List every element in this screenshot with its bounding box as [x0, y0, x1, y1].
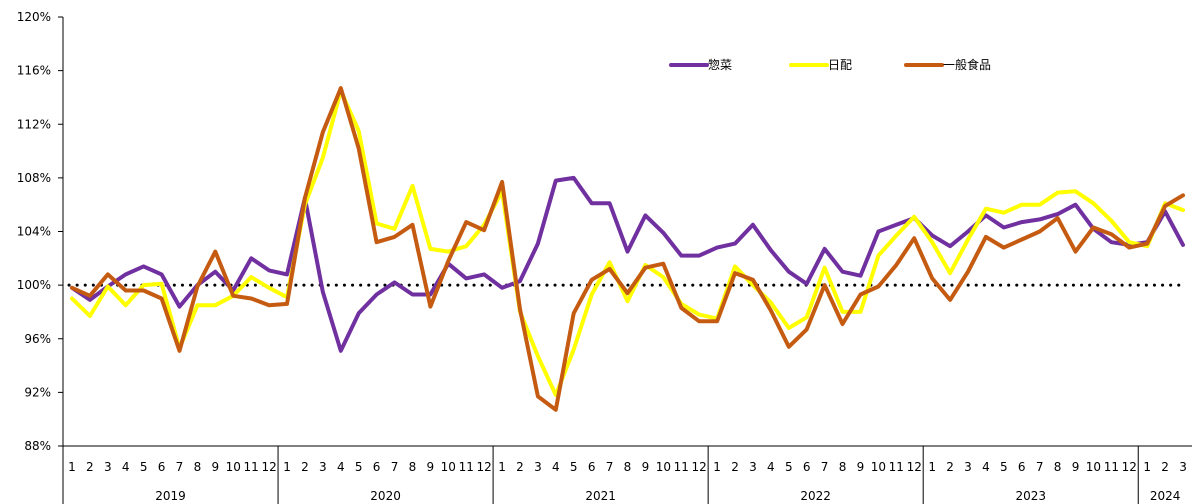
y-tick-label: 112% — [17, 117, 51, 131]
month-tick-label: 2 — [1161, 460, 1169, 474]
month-tick-label: 2 — [301, 460, 309, 474]
month-tick-label: 1 — [283, 460, 291, 474]
month-tick-label: 11 — [674, 460, 689, 474]
month-tick-label: 3 — [749, 460, 757, 474]
month-tick-label: 8 — [194, 460, 202, 474]
month-tick-label: 12 — [1122, 460, 1137, 474]
month-tick-label: 12 — [476, 460, 491, 474]
y-tick-label: 116% — [17, 64, 51, 78]
month-tick-label: 2 — [946, 460, 954, 474]
y-tick-label: 92% — [24, 385, 51, 399]
month-tick-label: 8 — [624, 460, 632, 474]
month-tick-label: 9 — [1072, 460, 1080, 474]
month-tick-label: 3 — [319, 460, 327, 474]
month-tick-label: 6 — [588, 460, 596, 474]
x-axis: 1 2 3 4 5 6 7 8 9 10 11 12 1 2 3 4 5 6 7 8 9 10 11 12 1 2 3 4 5 6 7 8 9 1… — [62, 445, 1192, 504]
month-tick-label: 8 — [839, 460, 847, 474]
series-line-3 — [70, 86, 1185, 412]
month-tick-label: 5 — [785, 460, 793, 474]
month-tick-label: 6 — [803, 460, 811, 474]
month-tick-label: 10 — [226, 460, 241, 474]
month-tick-label: 11 — [244, 460, 259, 474]
month-tick-label: 5 — [1000, 460, 1008, 474]
month-tick-label: 3 — [534, 460, 542, 474]
legend: 惣菜 日配 一般食品 — [669, 57, 991, 72]
month-tick-label: 5 — [140, 460, 148, 474]
year-label: 2023 — [1015, 489, 1046, 503]
month-tick-label: 1 — [68, 460, 76, 474]
month-tick-label: 5 — [355, 460, 363, 474]
year-label: 2024 — [1150, 489, 1181, 503]
month-tick-label: 6 — [1018, 460, 1026, 474]
month-tick-label: 9 — [857, 460, 865, 474]
month-tick-label: 10 — [656, 460, 671, 474]
month-tick-label: 4 — [767, 460, 775, 474]
y-tick-label: 96% — [24, 332, 51, 346]
month-tick-label: 11 — [1104, 460, 1119, 474]
month-tick-label: 3 — [964, 460, 972, 474]
month-tick-label: 10 — [441, 460, 456, 474]
month-tick-label: 7 — [1036, 460, 1044, 474]
month-tick-label: 8 — [409, 460, 417, 474]
month-tick-label: 10 — [871, 460, 886, 474]
month-tick-label: 9 — [212, 460, 220, 474]
legend-label: 惣菜 — [708, 57, 732, 72]
month-tick-label: 9 — [427, 460, 435, 474]
series-lines — [70, 86, 1185, 412]
series-line-2 — [70, 88, 1185, 398]
month-tick-label: 4 — [982, 460, 990, 474]
month-tick-label: 1 — [928, 460, 936, 474]
series-line-1 — [70, 175, 1185, 353]
month-tick-label: 1 — [498, 460, 506, 474]
y-tick-label: 104% — [17, 225, 51, 239]
month-tick-label: 3 — [104, 460, 112, 474]
month-tick-label: 7 — [821, 460, 829, 474]
month-tick-label: 4 — [122, 460, 130, 474]
y-tick-label: 108% — [17, 171, 51, 185]
y-axis: 88% 92% 96% 100% 104% 108% 112% 116% 120% — [17, 10, 64, 453]
month-tick-label: 8 — [1054, 460, 1062, 474]
month-tick-label: 10 — [1086, 460, 1101, 474]
month-tick-label: 1 — [1143, 460, 1151, 474]
month-tick-label: 9 — [642, 460, 650, 474]
month-tick-label: 2 — [86, 460, 94, 474]
month-tick-label: 11 — [459, 460, 474, 474]
month-tick-label: 4 — [337, 460, 345, 474]
month-tick-label: 2 — [731, 460, 739, 474]
month-tick-label: 12 — [261, 460, 276, 474]
month-tick-label: 1 — [713, 460, 721, 474]
month-tick-label: 7 — [391, 460, 399, 474]
year-label: 2020 — [370, 489, 401, 503]
year-label: 2021 — [585, 489, 616, 503]
month-tick-label: 11 — [889, 460, 904, 474]
year-label: 2019 — [155, 489, 186, 503]
month-tick-label: 2 — [516, 460, 524, 474]
year-label: 2022 — [800, 489, 831, 503]
y-tick-label: 120% — [17, 10, 51, 24]
legend-label: 日配 — [828, 58, 852, 72]
month-tick-label: 6 — [373, 460, 381, 474]
month-tick-label: 4 — [552, 460, 560, 474]
month-tick-label: 7 — [606, 460, 614, 474]
y-tick-label: 88% — [24, 439, 51, 453]
month-tick-label: 7 — [176, 460, 184, 474]
month-tick-label: 6 — [158, 460, 166, 474]
month-tick-label: 5 — [570, 460, 578, 474]
legend-label: 一般食品 — [943, 57, 991, 72]
month-tick-label: 12 — [907, 460, 922, 474]
month-tick-label: 3 — [1179, 460, 1187, 474]
y-tick-label: 100% — [17, 278, 51, 292]
month-tick-label: 12 — [692, 460, 707, 474]
